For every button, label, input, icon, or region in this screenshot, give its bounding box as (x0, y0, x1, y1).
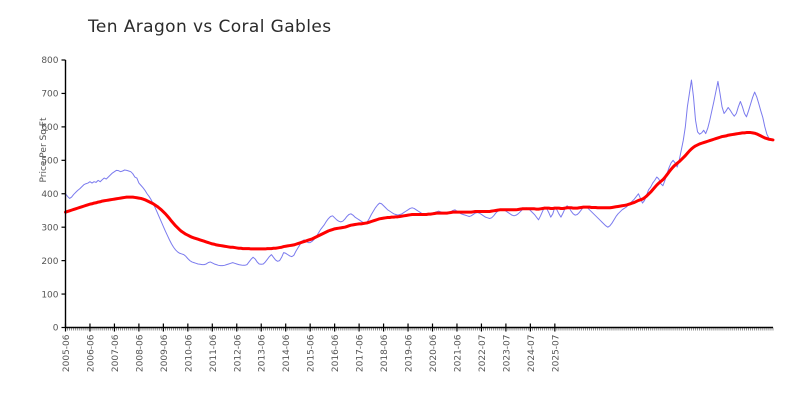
x-tick-label: 2007-06 (111, 334, 121, 372)
x-tick-label: 2013-06 (258, 334, 268, 372)
x-tick-label: 2023-07 (502, 335, 512, 373)
x-tick-label: 2018-06 (380, 334, 390, 372)
y-tick-label: 300 (41, 223, 58, 233)
y-tick-label: 600 (41, 123, 58, 133)
x-tick-label: 2008-06 (135, 334, 145, 372)
x-tick-label: 2024-07 (527, 335, 537, 373)
x-tick-label: 2019-06 (405, 334, 415, 372)
x-tick-label: 2017-06 (356, 334, 366, 372)
series-line-ten-aragon (65, 79, 774, 267)
x-tick-label: 2020-06 (429, 334, 439, 372)
y-tick-label: 700 (41, 90, 58, 100)
x-tick-label: 2005-06 (62, 334, 72, 372)
x-tick-label: 2014-06 (282, 334, 292, 372)
x-tick-label: 2006-06 (86, 334, 96, 372)
x-tick-label: 2009-06 (160, 334, 170, 372)
y-axis-ticks: 0 100 200 300 400 500 600 700 800 (41, 56, 66, 334)
x-tick-label: 2015-06 (307, 334, 317, 372)
y-tick-label: 800 (41, 56, 58, 66)
x-tick-label: 2010-06 (184, 334, 194, 372)
data-series-group (64, 79, 775, 267)
chart-title: Ten Aragon vs Coral Gables (88, 17, 332, 37)
y-tick-label: 0 (53, 324, 59, 334)
y-tick-label: 400 (41, 190, 58, 200)
y-tick-label: 500 (41, 157, 58, 167)
x-tick-label: 2016-06 (331, 334, 341, 372)
x-tick-label: 2021-06 (453, 334, 463, 372)
x-tick-label: 2025-07 (551, 335, 561, 373)
x-tick-label: 2011-06 (209, 334, 219, 372)
series-line-coral-gables (64, 131, 775, 251)
y-tick-label: 100 (41, 290, 58, 300)
x-tick-label: 2012-06 (233, 334, 243, 372)
y-tick-label: 200 (41, 257, 58, 267)
x-tick-label: 2022-07 (478, 335, 488, 373)
x-axis-ticks: 2005-06 2006-06 2007-06 2008-06 2009-06 2010-… (62, 323, 774, 373)
